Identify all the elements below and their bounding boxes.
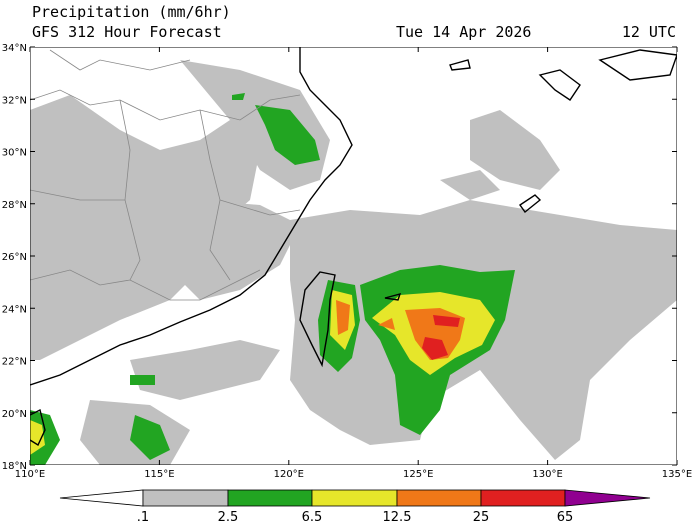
lon-label: 115°E (144, 469, 174, 480)
lat-label: 28°N (2, 200, 27, 211)
coastline (30, 47, 677, 447)
lat-label: 32°N (2, 95, 27, 106)
colorbar-max (564, 489, 651, 507)
lon-label: 125°E (403, 469, 433, 480)
lat-label: 18°N (2, 461, 27, 472)
colorbar-bin (480, 489, 566, 507)
colorbar-label: 12.5 (383, 510, 412, 525)
map-axes: 34°N 32°N 30°N 28°N 26°N 24°N 22°N 20°N 18°N110°… (2, 43, 692, 480)
colorbar (59, 489, 651, 507)
lon-label: 110°E (15, 469, 45, 480)
valid-time: 12 UTC (622, 23, 676, 41)
lat-label: 22°N (2, 357, 27, 368)
colorbar-label: .1 (137, 510, 149, 525)
colorbar-label: 6.5 (302, 510, 323, 525)
subtitle: GFS 312 Hour Forecast (32, 23, 222, 41)
lon-label: 130°E (532, 469, 562, 480)
colorbar-bin (311, 489, 398, 507)
colorbar-label: 65 (557, 510, 574, 525)
colorbar-label: 25 (473, 510, 490, 525)
map: 34°N 32°N 30°N 28°N 26°N 24°N 22°N 20°N 18°N110°… (2, 43, 692, 480)
valid-date: Tue 14 Apr 2026 (396, 23, 531, 41)
lat-label: 34°N (2, 43, 27, 54)
colorbar-labels: .1 2.5 6.5 12.5 25 65 (137, 510, 573, 525)
precip-extreme (422, 315, 460, 360)
lat-label: 26°N (2, 252, 27, 263)
lat-label: 20°N (2, 409, 27, 420)
borders (30, 49, 301, 301)
lon-label: 135°E (662, 469, 692, 480)
colorbar-label: 2.5 (218, 510, 239, 525)
colorbar-bin (142, 489, 229, 507)
colorbar-bin (396, 489, 482, 507)
colorbar-min (59, 489, 144, 507)
title: Precipitation (mm/6hr) (32, 3, 231, 21)
lat-label: 24°N (2, 304, 27, 315)
lon-label: 120°E (274, 469, 304, 480)
lat-label: 30°N (2, 148, 27, 159)
colorbar-bin (227, 489, 313, 507)
